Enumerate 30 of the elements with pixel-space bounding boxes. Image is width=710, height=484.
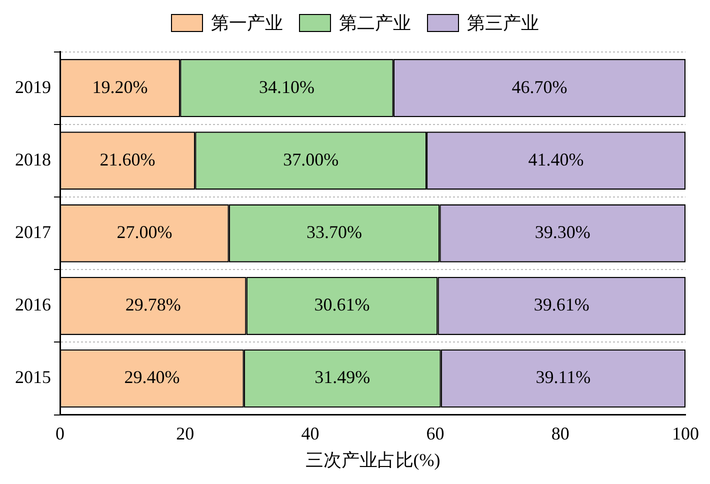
data-label: 41.40% (528, 149, 584, 170)
y-tick-label: 2017 (15, 222, 51, 242)
data-label: 30.61% (314, 294, 370, 315)
data-label: 39.30% (534, 222, 590, 242)
data-label: 34.10% (258, 76, 314, 97)
x-tick-label: 100 (672, 423, 699, 444)
x-tick-label: 80 (551, 423, 570, 444)
x-tick-label: 0 (56, 423, 64, 444)
data-label: 29.40% (124, 367, 180, 388)
data-label: 37.00% (283, 149, 339, 170)
data-label: 21.60% (100, 149, 156, 170)
data-label: 19.20% (92, 76, 148, 97)
y-tick-label: 2015 (15, 367, 51, 388)
legend-label: 第二产业 (339, 12, 411, 35)
y-tick-label: 2019 (15, 76, 51, 97)
data-label: 39.11% (536, 367, 591, 388)
x-axis-title: 三次产业占比(%) (305, 450, 440, 470)
data-label: 29.78% (125, 294, 181, 315)
data-label: 39.61% (534, 294, 590, 315)
series-label: 第三产业 (467, 12, 539, 35)
data-label: 46.70% (512, 76, 568, 97)
legend-label: 第一产业 (211, 12, 283, 35)
y-tick-label: 2018 (15, 149, 51, 170)
y-tick-label: 2016 (15, 294, 51, 315)
x-tick-label: 20 (176, 423, 194, 444)
x-tick-label: 40 (301, 423, 320, 444)
data-label: 27.00% (116, 222, 172, 242)
x-tick-label: 60 (426, 423, 444, 444)
data-label: 33.70% (306, 222, 362, 242)
data-label: 31.49% (314, 367, 370, 388)
